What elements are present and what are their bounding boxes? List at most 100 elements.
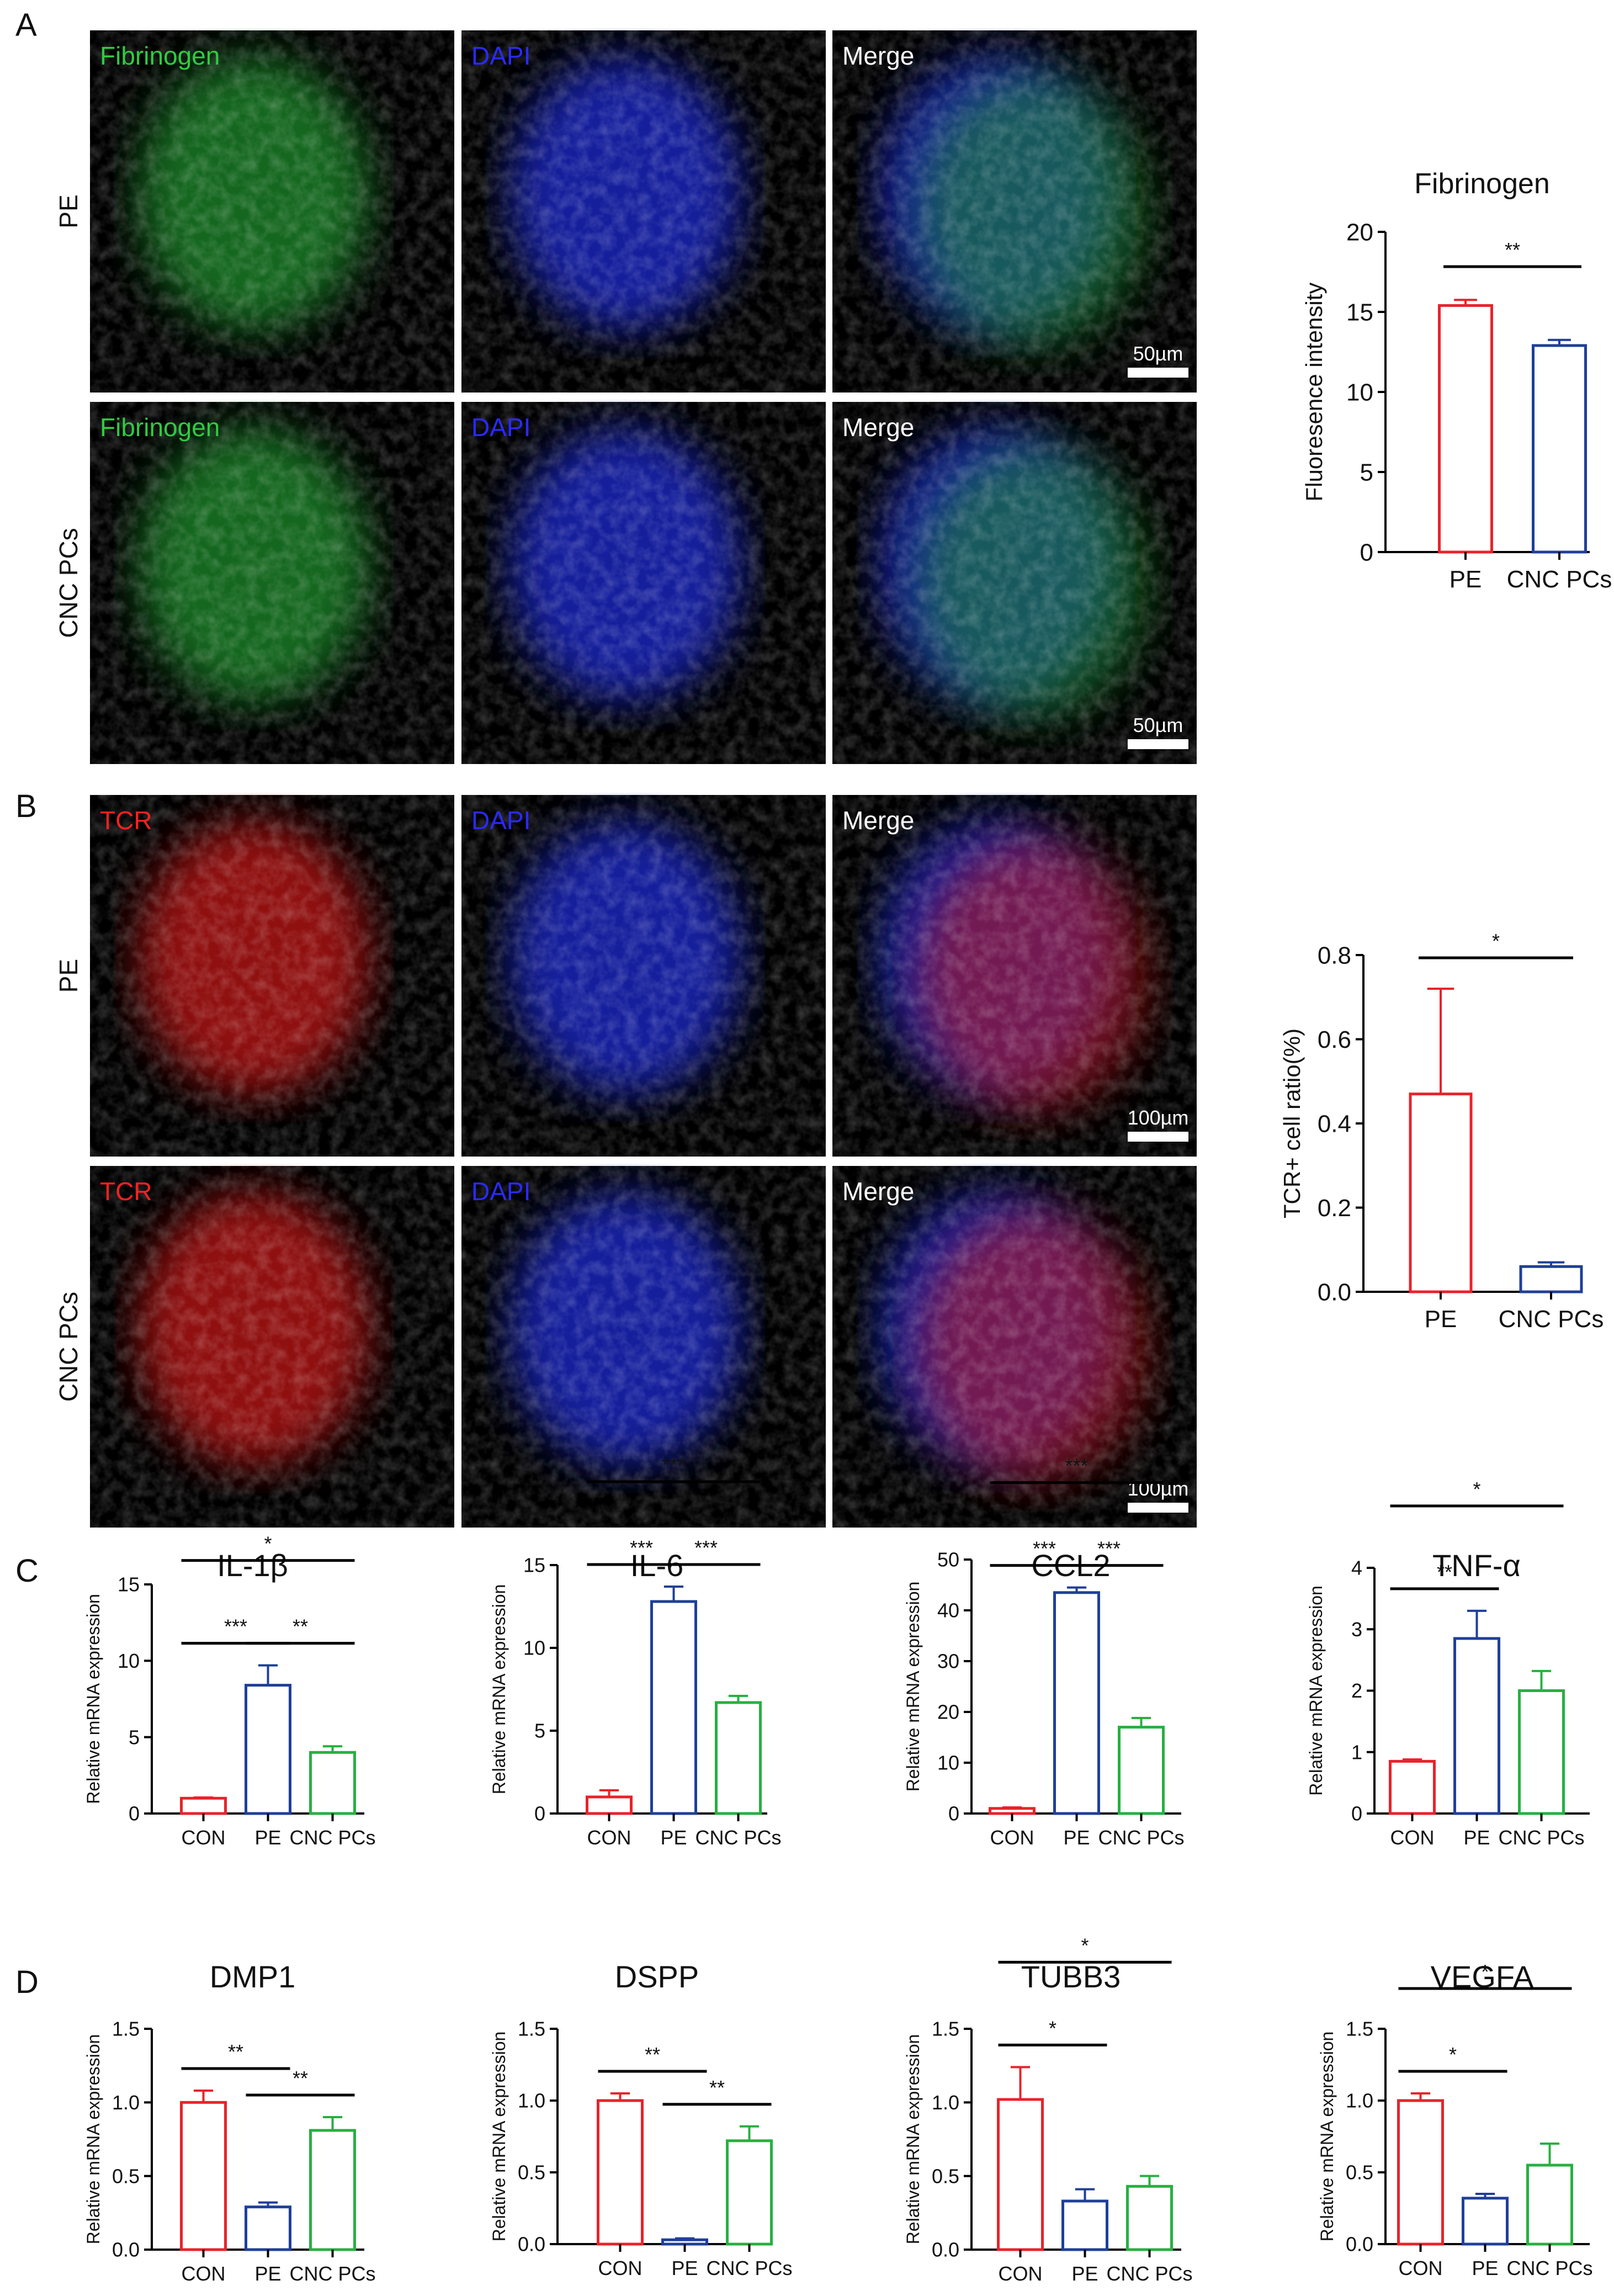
tissue-texture (90, 402, 454, 764)
scale-bar (1128, 1132, 1188, 1142)
row-label-B-1: CNC PCs (54, 1292, 83, 1402)
row-label-B-0: PE (54, 959, 83, 993)
bar-cnc-pcs (715, 1701, 762, 1815)
significance-label: * (1473, 1478, 1480, 1500)
significance-label: ** (1505, 238, 1520, 261)
significance-label: * (1049, 2017, 1056, 2039)
y-tick-label: 15 (1346, 299, 1373, 326)
x-tick-label: CON (587, 1826, 631, 1849)
y-tick-label: 1 (1351, 1741, 1362, 1763)
y-tick-label: 10 (523, 1637, 545, 1659)
y-tick-label: 0.0 (1346, 2233, 1373, 2256)
channel-label: DAPI (471, 806, 530, 835)
channel-label: TCR (100, 1177, 152, 1206)
tissue-texture (461, 402, 826, 764)
y-axis-label: Relative mRNA expression (903, 2034, 923, 2245)
y-tick-label: 10 (118, 1650, 140, 1672)
significance-label: * (1481, 1960, 1489, 1983)
significance-label: *** (662, 1454, 685, 1476)
y-tick-label: 5 (129, 1726, 140, 1748)
y-tick-label: 1.5 (932, 2018, 959, 2040)
y-tick-label: 0.8 (1318, 942, 1351, 969)
panel-label-b: B (15, 788, 37, 824)
x-tick-label: CNC PCs (1499, 1306, 1604, 1333)
x-tick-label: PE (671, 2257, 698, 2279)
significance-label: *** (630, 1536, 653, 1559)
y-tick-label: 15 (118, 1573, 140, 1596)
x-tick-label: CNC PCs (1098, 1826, 1184, 1849)
y-tick-label: 3 (1351, 1618, 1362, 1641)
y-tick-label: 15 (523, 1554, 545, 1577)
scale-bar-label: 100µm (1128, 1106, 1189, 1129)
bar-pe (1409, 1093, 1473, 1293)
channel-label: Merge (842, 41, 914, 70)
x-tick-label: CON (598, 2257, 643, 2279)
x-tick-label: CON (1399, 2257, 1443, 2279)
y-tick-label: 0.5 (1346, 2161, 1373, 2184)
chart-tcr: 0.0 0.2 0.4 0.6 0.8 TCR+ cell ratio(%) PE CNC P… (1279, 930, 1604, 1333)
x-tick-label: CON (990, 1826, 1034, 1849)
y-tick-label: 2 (1351, 1679, 1362, 1702)
y-tick-label: 20 (1346, 219, 1373, 246)
y-tick-label: 30 (937, 1650, 959, 1673)
y-tick-label: 0 (534, 1802, 545, 1825)
y-tick-label: 0 (948, 1802, 959, 1825)
x-tick-label: PE (1425, 1306, 1457, 1333)
bar-pe (245, 1684, 291, 1815)
micrograph-A-0-2: Merge 50µm (832, 30, 1197, 393)
significance-label: ** (645, 2043, 660, 2066)
micrograph-B-1-1: DAPI (461, 1166, 826, 1528)
significance-label: ** (709, 2076, 725, 2099)
bar-cnc-pcs (309, 1751, 356, 1815)
x-tick-label: CNC PCs (1507, 566, 1612, 593)
y-tick-label: 1.5 (1346, 2018, 1373, 2040)
bar-cnc-pcs (1519, 1265, 1583, 1293)
bar-pe (1453, 1637, 1500, 1815)
x-tick-label: CNC PCs (1106, 2262, 1192, 2285)
channel-label: DAPI (471, 41, 530, 70)
scale-bar-label: 50µm (1133, 342, 1183, 365)
bar-pe (661, 2238, 708, 2246)
chart-title: DSPP (615, 1959, 699, 1994)
channel-label: Merge (842, 806, 914, 835)
micrograph-A-1-1: DAPI (461, 402, 826, 764)
channel-label: Fibrinogen (100, 413, 220, 442)
x-tick-label: PE (254, 1826, 281, 1849)
channel-label: TCR (100, 806, 152, 835)
x-tick-label: CNC PCs (706, 2257, 792, 2279)
y-tick-label: 0 (1351, 1802, 1362, 1825)
x-tick-label: PE (1463, 1826, 1490, 1849)
scale-bar (1128, 739, 1188, 749)
bar-con (597, 2099, 644, 2246)
row-label-A-1: CNC PCs (54, 528, 83, 638)
scale-bar (1128, 1503, 1188, 1513)
y-tick-label: 20 (937, 1701, 959, 1724)
significance-label: *** (694, 1536, 718, 1559)
x-tick-label: CON (182, 1826, 226, 1849)
row-label-A-0: PE (54, 194, 83, 228)
tissue-texture (461, 30, 826, 393)
bar-cnc-pcs (1526, 2164, 1573, 2246)
panel-label-c: C (15, 1553, 39, 1589)
x-tick-label: CNC PCs (695, 1826, 781, 1849)
bar-pe (245, 2205, 291, 2251)
micrograph-B-0-0: TCR (90, 795, 454, 1157)
significance-label: *** (224, 1615, 247, 1638)
chart-tubb3: TUBB3 0.0 0.5 1.0 1.5 Relative mRNA expressio… (903, 1934, 1193, 2285)
x-tick-label: PE (660, 1826, 687, 1849)
x-tick-label: CON (999, 2262, 1043, 2285)
chart-title: Fibrinogen (1414, 168, 1550, 200)
y-tick-label: 10 (1346, 379, 1373, 406)
significance-label: ** (293, 1615, 308, 1638)
y-tick-label: 1.0 (1346, 2090, 1373, 2112)
significance-label: ** (228, 2040, 243, 2063)
micrograph-B-0-2: Merge 100µm (832, 795, 1197, 1157)
significance-label: ** (1437, 1561, 1452, 1583)
y-tick-label: 0.0 (518, 2233, 545, 2256)
bar-cnc-pcs (1126, 2184, 1173, 2251)
micrograph-A-0-0: Fibrinogen (90, 30, 454, 393)
scale-bar (1128, 368, 1188, 378)
bar-cnc-pcs (1118, 1726, 1165, 1815)
